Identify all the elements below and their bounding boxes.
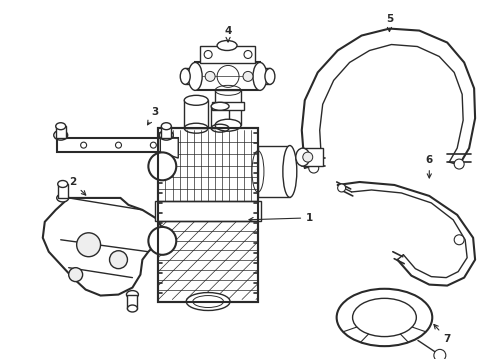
Ellipse shape <box>126 291 138 298</box>
Circle shape <box>303 152 313 162</box>
Circle shape <box>454 159 464 169</box>
Circle shape <box>205 71 215 81</box>
Bar <box>58 184 68 198</box>
Circle shape <box>148 152 176 180</box>
Bar <box>215 90 241 125</box>
Text: 2: 2 <box>69 177 86 195</box>
Ellipse shape <box>337 289 432 346</box>
Bar <box>195 62 260 90</box>
Ellipse shape <box>253 62 267 90</box>
Bar <box>185 68 197 84</box>
Text: 4: 4 <box>224 26 232 42</box>
Bar <box>212 102 244 110</box>
Text: 7: 7 <box>434 324 451 345</box>
Ellipse shape <box>217 41 237 50</box>
Circle shape <box>434 350 446 360</box>
Ellipse shape <box>186 293 230 310</box>
Ellipse shape <box>188 62 202 90</box>
Text: 5: 5 <box>386 14 393 32</box>
Circle shape <box>454 235 464 245</box>
Bar <box>158 128 258 302</box>
Polygon shape <box>160 138 178 158</box>
Circle shape <box>76 233 100 257</box>
Ellipse shape <box>161 123 172 130</box>
Bar <box>155 201 261 221</box>
Ellipse shape <box>180 68 190 84</box>
Text: 6: 6 <box>426 155 433 178</box>
Bar <box>161 126 172 138</box>
Ellipse shape <box>54 130 68 140</box>
Bar <box>303 148 323 166</box>
Circle shape <box>148 227 176 255</box>
Ellipse shape <box>159 130 173 140</box>
Circle shape <box>204 50 212 58</box>
Bar <box>127 294 137 309</box>
Bar <box>184 100 208 128</box>
Circle shape <box>338 184 345 192</box>
Circle shape <box>110 251 127 269</box>
Circle shape <box>69 268 83 282</box>
Bar <box>57 138 178 152</box>
Bar <box>56 126 66 138</box>
Ellipse shape <box>184 95 208 105</box>
Bar <box>258 68 270 84</box>
Ellipse shape <box>58 180 68 188</box>
Ellipse shape <box>283 145 297 197</box>
Circle shape <box>244 50 252 58</box>
Bar <box>200 45 255 63</box>
Bar <box>211 106 229 128</box>
Ellipse shape <box>56 123 66 130</box>
Ellipse shape <box>296 148 310 166</box>
Ellipse shape <box>211 102 229 110</box>
Text: 3: 3 <box>147 107 159 125</box>
Circle shape <box>243 71 253 81</box>
Bar <box>258 145 290 197</box>
Circle shape <box>309 163 318 173</box>
Bar <box>158 128 258 302</box>
Polygon shape <box>43 198 162 296</box>
Ellipse shape <box>265 68 275 84</box>
Ellipse shape <box>215 119 241 131</box>
Ellipse shape <box>127 305 137 312</box>
Ellipse shape <box>57 194 69 202</box>
Text: 1: 1 <box>249 213 314 223</box>
